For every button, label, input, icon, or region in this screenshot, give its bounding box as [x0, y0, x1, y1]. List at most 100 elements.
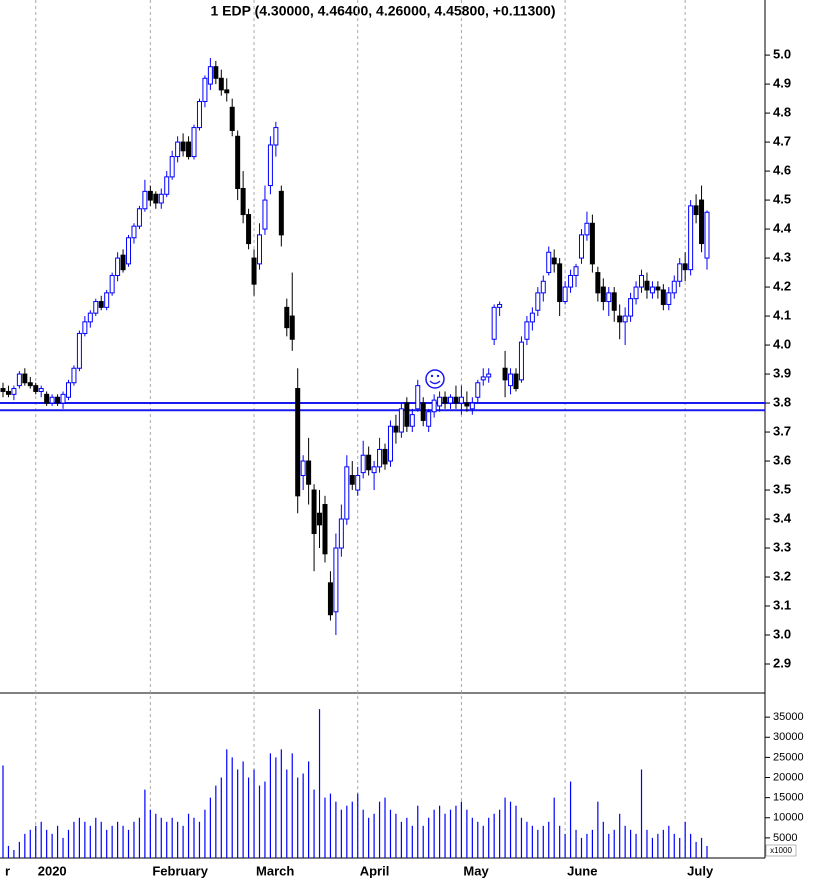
candle-body: [497, 303, 503, 308]
candle-body: [704, 211, 710, 259]
candle-body: [420, 402, 426, 421]
y-tick-label: 3.9: [773, 365, 791, 380]
candle-body: [164, 176, 170, 195]
candle-body: [218, 77, 224, 91]
y-tick-label: 4.8: [773, 105, 791, 120]
x-tick-label: June: [567, 863, 597, 878]
candle-body: [327, 582, 333, 616]
candle-body: [273, 127, 279, 146]
y-tick-label: 3.4: [773, 510, 792, 525]
candle-body: [453, 396, 459, 404]
candle-body: [60, 393, 66, 404]
candle-body: [366, 454, 372, 471]
candle-body: [82, 321, 88, 334]
candle-body: [5, 390, 11, 395]
candle-body: [458, 396, 464, 404]
candle-body: [202, 77, 208, 102]
candle-body: [278, 190, 284, 236]
candle-body: [409, 414, 415, 427]
candle-body: [180, 141, 186, 152]
candle-body: [633, 286, 639, 300]
candle-body: [93, 301, 99, 314]
y-tick-label: 4.2: [773, 278, 791, 293]
candle-body: [666, 292, 672, 305]
candle-body: [87, 312, 93, 323]
candle-body: [333, 547, 339, 613]
candle-body: [529, 312, 535, 323]
candle-body: [649, 286, 655, 294]
candle-body: [426, 411, 432, 427]
candle-body: [0, 388, 6, 392]
candle-body: [584, 222, 590, 236]
candle-body: [349, 475, 355, 485]
candle-body: [191, 127, 197, 158]
y-tick-label: 2.9: [773, 655, 791, 670]
candle-body: [295, 388, 301, 497]
y-tick-label: 5.0: [773, 47, 791, 62]
y-tick-label: 30000: [773, 731, 804, 743]
candle-body: [404, 402, 410, 427]
candle-body: [688, 205, 694, 271]
candle-body: [491, 306, 497, 340]
candle-body: [267, 144, 273, 187]
candle-body: [338, 518, 344, 549]
candle-body: [568, 274, 574, 288]
candle-body: [524, 321, 530, 340]
candle-body: [578, 234, 584, 259]
candle-body: [136, 208, 142, 227]
candle-body: [677, 263, 683, 282]
candle-body: [469, 402, 475, 410]
y-tick-label: 3.1: [773, 597, 791, 612]
candle-body: [502, 367, 508, 381]
candle-body: [448, 396, 454, 404]
candle-body: [611, 292, 617, 311]
candle-body: [377, 448, 383, 468]
candle-body: [595, 272, 601, 294]
candle-body: [606, 292, 612, 303]
candle-body: [44, 393, 50, 404]
y-tick-label: 4.5: [773, 192, 791, 207]
candle-body: [98, 301, 104, 308]
y-tick-label: 3.3: [773, 539, 791, 554]
y-tick-label: 20000: [773, 771, 804, 783]
candle-body: [109, 274, 115, 294]
candle-body: [518, 341, 524, 381]
candle-body: [22, 373, 28, 384]
candle-body: [546, 251, 552, 274]
candle-body: [622, 315, 628, 323]
candle-body: [360, 454, 366, 474]
candle-body: [398, 408, 404, 433]
y-tick-label: 4.9: [773, 76, 791, 91]
candle-body: [289, 315, 295, 340]
candle-body: [213, 66, 219, 79]
y-tick-label: 3.6: [773, 452, 791, 467]
x-tick-label: May: [463, 863, 489, 878]
candle-body: [682, 263, 688, 271]
candle-body: [655, 286, 661, 291]
candle-body: [344, 466, 350, 520]
candle-body: [573, 266, 579, 276]
candle-body: [693, 205, 699, 216]
candle-body: [589, 222, 595, 265]
candle-body: [158, 193, 164, 204]
candle-body: [284, 306, 290, 329]
candle-body: [33, 385, 39, 392]
y-tick-label: 35000: [773, 711, 804, 723]
y-tick-label: 4.7: [773, 134, 791, 149]
candle-body: [16, 373, 22, 387]
candle-body: [617, 315, 623, 323]
candle-body: [431, 399, 437, 413]
candle-body: [262, 199, 268, 230]
candle-body: [186, 141, 192, 158]
y-tick-label: 25000: [773, 751, 804, 763]
candle-body: [393, 425, 399, 433]
candle-body: [196, 100, 202, 129]
y-tick-label: 4.4: [773, 221, 792, 236]
candle-body: [306, 460, 312, 485]
candle-body: [540, 280, 546, 294]
x-tick-label: July: [687, 863, 714, 878]
candle-body: [442, 396, 448, 404]
candle-body: [153, 193, 159, 204]
